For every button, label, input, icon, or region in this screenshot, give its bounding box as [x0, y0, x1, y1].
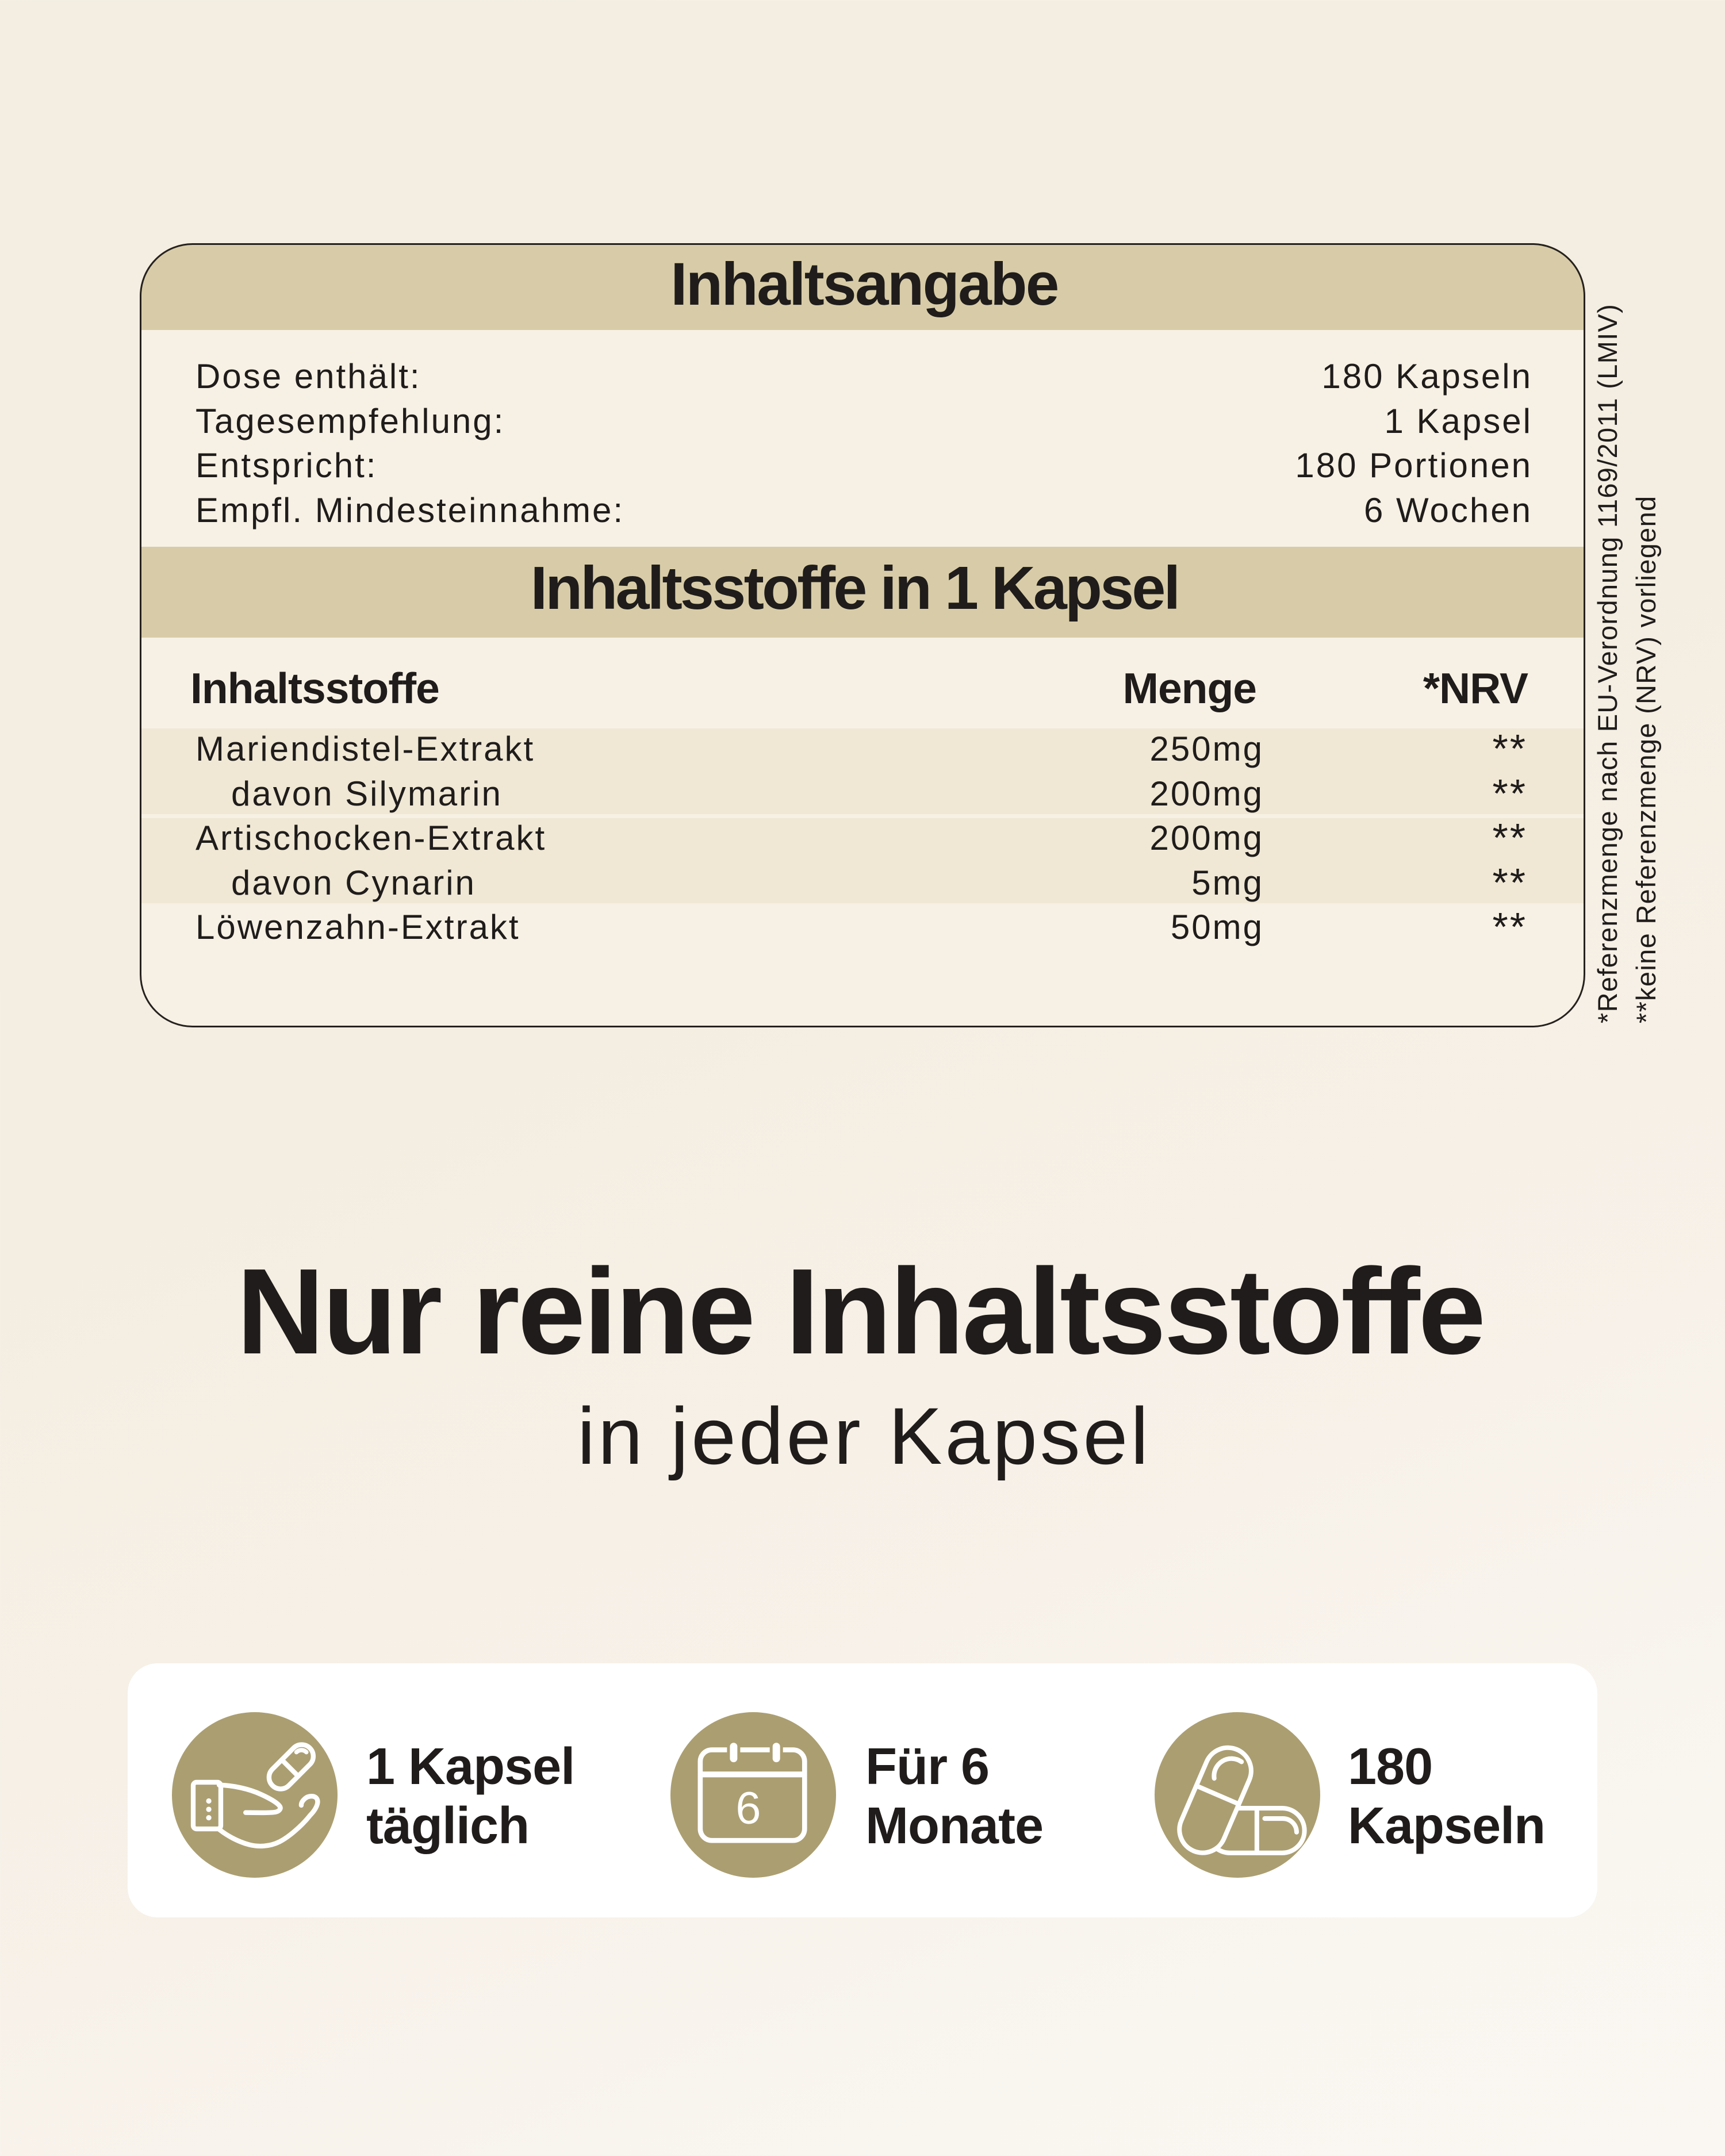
svg-text:6: 6	[735, 1782, 761, 1833]
